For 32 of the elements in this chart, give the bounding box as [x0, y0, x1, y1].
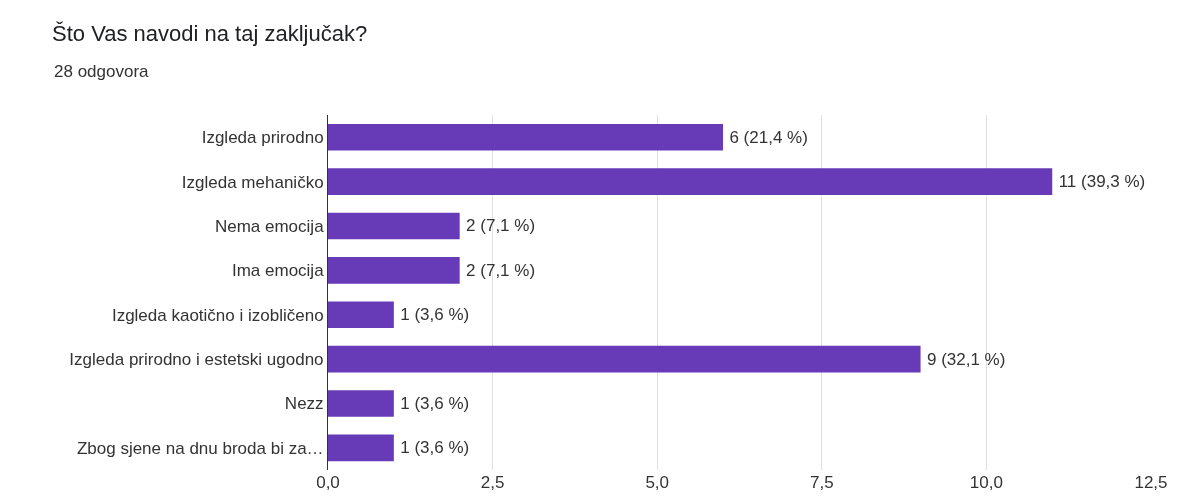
x-tick-label: 0,0 [316, 473, 340, 492]
x-tick-label: 10,0 [969, 473, 1003, 492]
y-tick-label: Nezz [284, 394, 324, 414]
bar [328, 123, 724, 151]
bar [328, 390, 394, 417]
y-tick-label: Izgleda prirodno i estetski ugodno [69, 350, 324, 370]
bar [328, 345, 921, 373]
bar [328, 212, 460, 240]
x-tick-label: 2,5 [480, 473, 505, 492]
data-label: 6 (21,4 %) [726, 127, 808, 147]
text: 28 odgovora [54, 62, 150, 81]
x-tick-label: 5,0 [645, 473, 670, 492]
y-tick-label: Ima emocija [231, 261, 325, 281]
bar [328, 257, 460, 284]
data-label: 1 (3,6 %) [396, 305, 470, 325]
data-label: 2 (7,1 %) [462, 260, 536, 280]
y-tick-label: Izgleda kaotično i izobličeno [111, 305, 324, 325]
x-tick-label: 7,5 [809, 473, 834, 492]
y-tick-label: Nema emocija [214, 216, 325, 236]
data-label: 2 (7,1 %) [462, 216, 536, 236]
y-tick-label: Izgleda prirodno [201, 128, 324, 148]
y-tick-label: Zbog sjene na dnu broda bi za… [76, 438, 324, 458]
x-tick-label: 12,5 [1134, 473, 1168, 492]
bar [328, 434, 394, 462]
y-tick-label: Izgleda mehaničko [181, 172, 324, 192]
data-label: 9 (32,1 %) [923, 349, 1006, 369]
data-label: 1 (3,6 %) [396, 393, 470, 413]
bar [328, 168, 1053, 195]
chart-title: Što Vas navodi na taj zaključak? [52, 20, 368, 46]
data-label: 1 (3,6 %) [396, 438, 470, 458]
data-label: 11 (39,3 %) [1055, 172, 1146, 192]
bar [328, 301, 394, 328]
